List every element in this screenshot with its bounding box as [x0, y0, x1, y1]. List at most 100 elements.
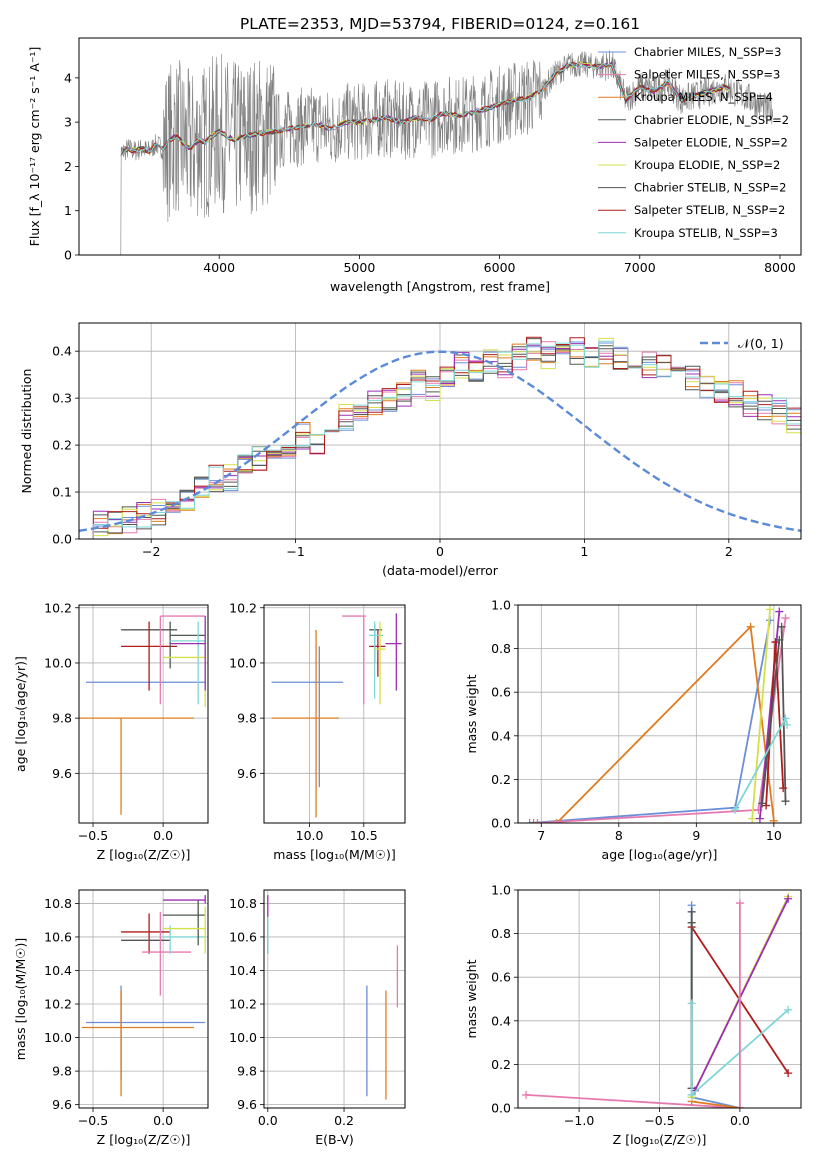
plot-area — [81, 895, 206, 1097]
weight-marker — [687, 1090, 696, 1099]
y-tick-label: 9.6 — [237, 766, 257, 781]
errorbar-point-6 — [163, 900, 206, 946]
model-line-7 — [120, 61, 730, 157]
chart-spectrum: 4000 5000 6000 7000 8000 0 1 2 3 4 wavelength [Ang… — [27, 37, 802, 294]
errorbar-point-2 — [369, 629, 386, 677]
errorbar-point-0 — [86, 985, 206, 1080]
x-tick-label: 5000 — [343, 260, 375, 275]
errorbar-point-4 — [342, 615, 366, 705]
weight-marker — [779, 784, 788, 793]
legend-entry: Kroupa ELODIE, N_SSP=2 — [634, 158, 780, 172]
plot-area — [271, 613, 402, 818]
y-tick-label: 9.6 — [52, 766, 72, 781]
axes-frame — [517, 604, 802, 824]
chart-residuals: −2 −1 0 1 2 0.0 0.1 0.2 0.3 0.4 (data-model)/error… — [19, 322, 802, 578]
y-tick-label: 9.6 — [52, 1097, 72, 1112]
weight-marker — [731, 805, 740, 814]
chart-mass-weight-vs-metallicity: −1.0 −0.5 0.0 0.0 0.2 0.4 0.6 0.8 1.0 Z [log₁₀(Z/… — [464, 883, 802, 1147]
y-tick-label: 0.0 — [491, 1101, 511, 1116]
y-axis-label: mass weight — [464, 674, 479, 753]
y-tick-label: 9.8 — [237, 711, 257, 726]
x-tick-label: −0.5 — [78, 828, 108, 843]
weight-marker — [758, 799, 767, 808]
weight-marker — [746, 622, 755, 631]
x-tick-label: 0.0 — [730, 1113, 750, 1128]
x-axis-label: Z [log₁₀(Z/Z☉)] — [97, 847, 191, 862]
y-tick-label: 10.2 — [44, 600, 72, 615]
chart-mass-vs-ebv: 0.0 0.2 9.6 9.8 10.0 10.2 10.4 10.6 10.8 E(B-V) — [229, 889, 406, 1147]
weight-marker — [525, 819, 534, 823]
y-tick-label: 9.6 — [237, 1097, 257, 1112]
y-tick-label: 10.0 — [44, 655, 72, 670]
axes-frame — [78, 37, 802, 256]
weight-marker — [784, 1069, 793, 1078]
y-tick-label: 0.0 — [52, 532, 72, 547]
legend-entry: Chabrier ELODIE, N_SSP=2 — [634, 113, 789, 127]
x-tick-label: 10.0 — [296, 828, 324, 843]
weight-marker — [781, 714, 790, 723]
errorbar-point-5 — [369, 621, 384, 699]
y-tick-label: 10.0 — [44, 1030, 72, 1045]
plot-area — [79, 336, 801, 539]
y-tick-label: 0.2 — [52, 438, 72, 453]
y-tick-label: 10.8 — [229, 896, 257, 911]
y-tick-label: 10.2 — [229, 997, 257, 1012]
x-axis-label: E(B-V) — [315, 1132, 354, 1147]
axes-frame — [78, 604, 209, 824]
weight-marker — [775, 635, 784, 644]
errorbar-point-8 — [170, 616, 206, 691]
y-tick-label: 3 — [64, 115, 72, 130]
y-tick-label: 1.0 — [491, 598, 511, 613]
weight-marker — [765, 605, 774, 614]
y-tick-label: 0.6 — [491, 685, 511, 700]
y-tick-label: 9.8 — [52, 1064, 72, 1079]
x-axis-label: mass [log₁₀(M/M☉)] — [273, 847, 395, 862]
y-tick-label: 4 — [64, 70, 72, 85]
weight-line-1 — [533, 624, 775, 823]
histogram-step-8 — [79, 340, 801, 539]
y-tick-label: 0.2 — [491, 772, 511, 787]
y-tick-label: 0.4 — [491, 1013, 511, 1028]
x-tick-label: 4000 — [203, 260, 235, 275]
legend-entry: Salpeter MILES, N_SSP=3 — [634, 68, 780, 82]
weight-line-7 — [694, 898, 789, 1091]
y-axis-label: age [log₁₀(age/yr)] — [13, 656, 28, 772]
plot-area — [79, 615, 206, 815]
weight-line-2 — [691, 1100, 741, 1108]
y-tick-label: 0.4 — [52, 344, 72, 359]
x-tick-label: 8000 — [764, 260, 796, 275]
plot-area — [118, 50, 773, 255]
errorbar-point-3 — [121, 621, 178, 691]
axes-frame — [263, 889, 406, 1109]
y-tick-label: 0.3 — [52, 391, 72, 406]
x-tick-label: 10.5 — [350, 828, 378, 843]
weight-marker — [755, 814, 764, 823]
axes-frame — [78, 889, 209, 1109]
legend-entry: Salpeter STELIB, N_SSP=2 — [634, 203, 785, 217]
x-tick-label: −0.5 — [644, 1113, 674, 1128]
weight-marker — [687, 907, 696, 916]
x-tick-label: 8 — [615, 828, 623, 843]
x-tick-label: 6000 — [484, 260, 516, 275]
errorbar-point-7 — [385, 613, 402, 691]
x-tick-label: 10 — [766, 828, 782, 843]
x-axis-label: age [log₁₀(age/yr)] — [602, 847, 718, 862]
errorbar-point-1 — [79, 717, 194, 815]
y-tick-label: 10.4 — [229, 963, 257, 978]
x-tick-label: 0 — [436, 544, 444, 559]
weight-marker — [735, 1104, 744, 1108]
weight-marker — [748, 814, 757, 823]
x-tick-label: 2 — [725, 544, 733, 559]
weight-marker — [781, 797, 790, 806]
legend-entry: Kroupa MILES, N_SSP=4 — [634, 90, 773, 104]
chart-mass-vs-metallicity: −0.5 0.0 9.6 9.8 10.0 10.2 10.4 10.6 10.8 Z [log₁… — [13, 889, 209, 1147]
y-axis-label: Normed distribution — [19, 369, 34, 494]
axes-frame — [263, 604, 406, 824]
y-tick-label: 10.4 — [44, 963, 72, 978]
observed-spectrum — [118, 50, 773, 255]
axes-frame — [78, 322, 802, 540]
legend-entry: 𝒩(0, 1) — [738, 336, 784, 351]
errorbar-point-1 — [81, 990, 194, 1097]
y-axis-label: mass [log₁₀(M/M☉)] — [13, 938, 28, 1060]
weight-marker — [783, 720, 792, 729]
